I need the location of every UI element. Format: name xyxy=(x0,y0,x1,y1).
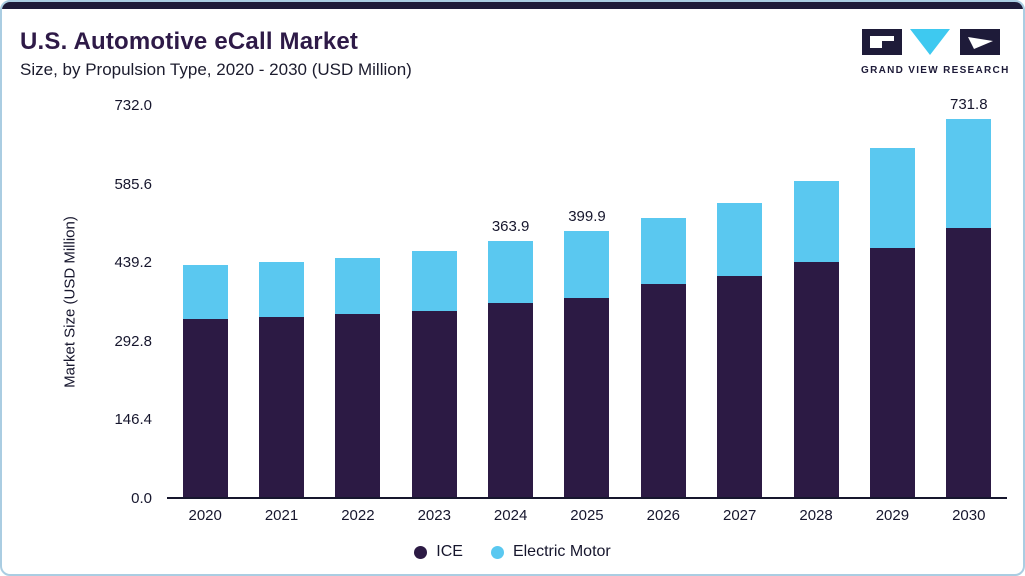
segment-ice-2027 xyxy=(717,276,763,497)
data-label-2024: 363.9 xyxy=(491,217,530,235)
legend-swatch-electric-motor xyxy=(490,545,504,559)
bar-group-2027 xyxy=(702,106,778,497)
y-tick-732: 732.0 xyxy=(114,97,152,114)
stacked-bar-2028 xyxy=(793,180,839,497)
x-tick-2023: 2023 xyxy=(417,507,451,524)
bar-group-2026 xyxy=(625,106,701,497)
legend-label-ice: ICE xyxy=(436,543,463,560)
legend-item-ice: ICE xyxy=(414,543,463,561)
segment-electric-motor-2027 xyxy=(717,202,763,277)
legend-swatch-ice xyxy=(414,545,428,559)
segment-electric-motor-2023 xyxy=(411,250,457,311)
logo-wordmark: GRAND VIEW RESEARCH xyxy=(861,65,1010,76)
segment-electric-motor-2026 xyxy=(640,217,686,285)
y-tick-585.6: 585.6 xyxy=(114,175,152,193)
bar-group-2023 xyxy=(396,106,472,497)
segment-ice-2023 xyxy=(411,310,457,497)
stacked-bar-chart: Market Size (USD Million) 732.0 585.6 439.… xyxy=(2,92,1023,524)
segment-ice-2028 xyxy=(793,261,839,497)
bar-group-2022 xyxy=(320,106,396,497)
plot-area: 363.9 399.9 731.8 xyxy=(167,96,1007,499)
x-tick-2027: 2027 xyxy=(723,507,757,524)
bar-group-2021 xyxy=(243,106,319,497)
x-tick-2025: 2025 xyxy=(570,507,604,524)
segment-ice-2022 xyxy=(335,313,381,497)
y-tick-0: 0.0 xyxy=(131,490,152,507)
x-tick-2026: 2026 xyxy=(646,507,681,524)
x-tick-2022: 2022 xyxy=(341,507,375,524)
bar-group-2020 xyxy=(167,106,243,497)
chart-title: U.S. Automotive eCall Market xyxy=(20,28,359,55)
y-tick-146.4: 146.4 xyxy=(114,411,152,429)
segment-ice-2030 xyxy=(946,227,992,497)
logo-marks-icon xyxy=(862,29,1000,55)
x-tick-2024: 2024 xyxy=(493,507,528,524)
segment-electric-motor-2021 xyxy=(259,262,305,317)
stacked-bar-2020 xyxy=(182,265,228,497)
bar-group-2028 xyxy=(778,106,854,497)
legend: ICE Electric Motor xyxy=(2,543,1023,561)
stacked-bar-2026 xyxy=(640,217,686,497)
segment-ice-2026 xyxy=(640,284,686,497)
x-tick-2020: 2020 xyxy=(188,507,222,524)
top-accent-bar xyxy=(2,2,1023,9)
segment-electric-motor-2030 xyxy=(946,118,992,228)
x-tick-2029: 2029 xyxy=(875,507,910,524)
stacked-bar-2022 xyxy=(335,257,381,497)
stacked-bar-2023 xyxy=(411,250,457,497)
segment-electric-motor-2022 xyxy=(335,257,381,314)
segment-electric-motor-2020 xyxy=(182,265,228,320)
y-tick-292.8: 292.8 xyxy=(114,332,152,350)
x-tick-2030: 2030 xyxy=(952,507,986,524)
stacked-bar-2029 xyxy=(869,148,915,497)
bar-group-2025: 399.9 xyxy=(549,106,625,497)
y-tick-439.2: 439.2 xyxy=(114,254,152,272)
segment-electric-motor-2029 xyxy=(869,148,915,248)
grand-view-research-logo: GRAND VIEW RESEARCH xyxy=(861,28,1010,76)
segment-electric-motor-2028 xyxy=(793,180,839,262)
segment-ice-2024 xyxy=(488,303,534,497)
segment-ice-2025 xyxy=(564,297,610,497)
stacked-bar-2021 xyxy=(259,262,305,497)
segment-ice-2021 xyxy=(259,316,305,497)
stacked-bar-2027 xyxy=(717,202,763,497)
x-axis-tick-labels: 2020 2021 2022 2023 2024 2025 2026 2027 2028 2029… xyxy=(167,507,1007,524)
legend-label-electric-motor: Electric Motor xyxy=(512,543,611,560)
segment-ice-2029 xyxy=(869,247,915,497)
segment-ice-2020 xyxy=(182,319,228,497)
segment-electric-motor-2025 xyxy=(564,231,610,298)
bar-group-2024: 363.9 xyxy=(472,106,548,497)
x-tick-2021: 2021 xyxy=(264,507,299,524)
chart-subtitle: Size, by Propulsion Type, 2020 - 2030 (U… xyxy=(20,60,412,79)
y-axis-tick-labels: 732.0 585.6 439.2 292.8 146.4 0.0 xyxy=(2,92,152,522)
segment-electric-motor-2024 xyxy=(488,240,534,304)
x-tick-2028: 2028 xyxy=(799,507,833,524)
stacked-bar-2030 xyxy=(946,118,992,497)
stacked-bar-2025 xyxy=(564,231,610,497)
data-label-2025: 399.9 xyxy=(568,208,606,226)
bar-group-2030: 731.8 xyxy=(931,96,1007,497)
legend-item-electric-motor: Electric Motor xyxy=(490,543,611,561)
stacked-bar-2024 xyxy=(488,240,534,497)
data-label-2030: 731.8 xyxy=(950,95,988,113)
bar-group-2029 xyxy=(854,106,930,497)
